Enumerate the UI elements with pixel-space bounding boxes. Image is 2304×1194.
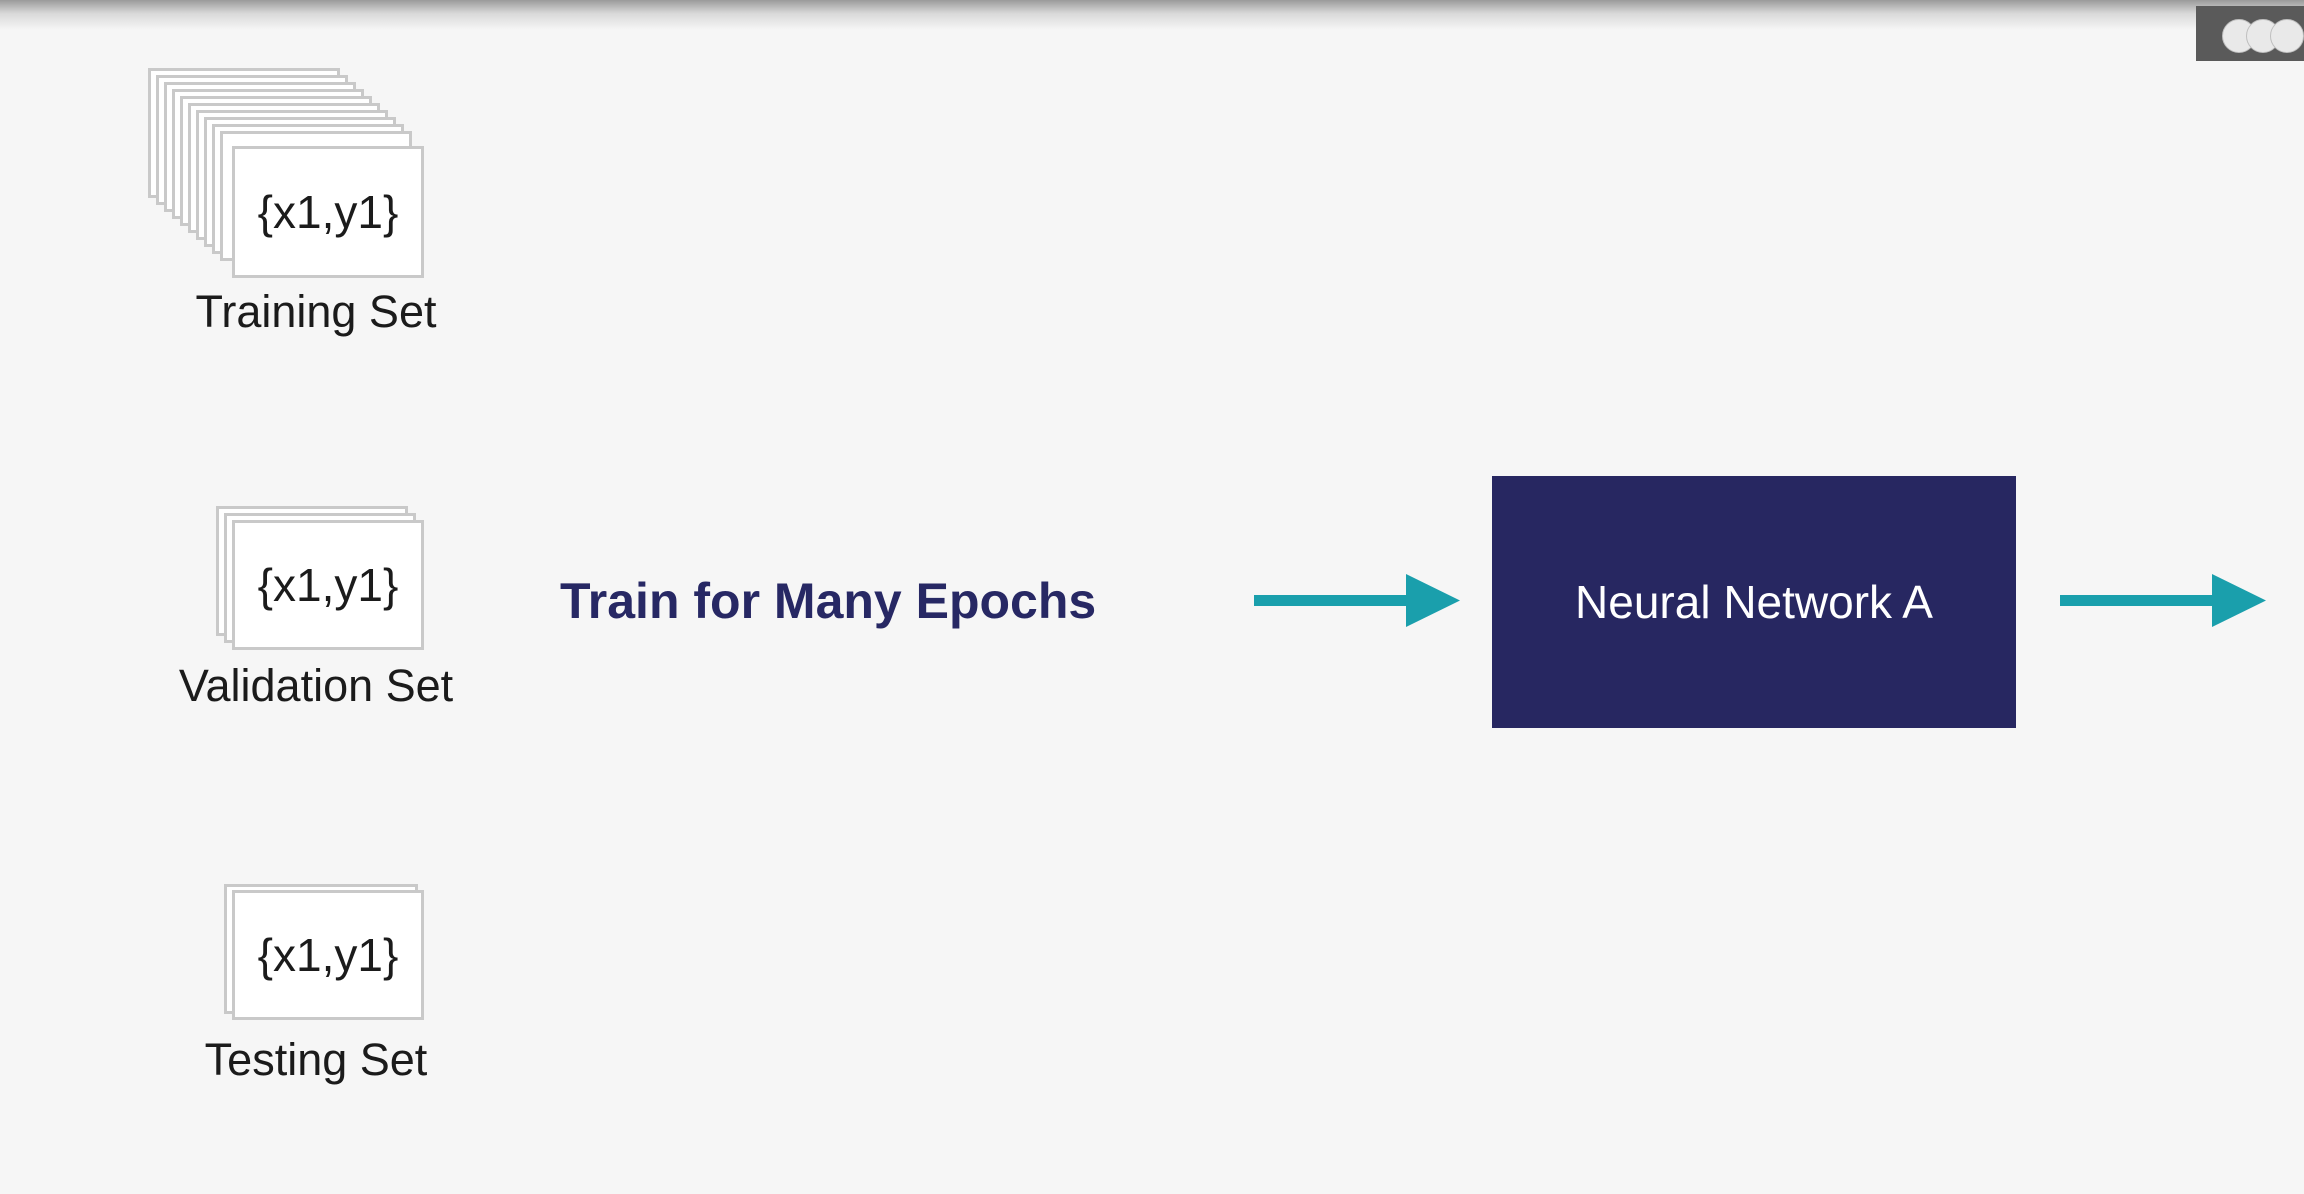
top-shadow (0, 0, 2304, 30)
participants-overlay (2196, 6, 2304, 61)
avatar-icon (2270, 19, 2304, 53)
validation-card-front: {x1,y1} (232, 520, 424, 650)
training-card-front: {x1,y1} (232, 146, 424, 278)
neural-network-label: Neural Network A (1575, 575, 1933, 629)
testing-set-label: Testing Set (136, 1034, 496, 1086)
validation-set-label: Validation Set (136, 660, 496, 712)
arrow-right-icon (1250, 570, 1464, 632)
validation-card-text: {x1,y1} (258, 558, 399, 612)
train-epochs-label: Train for Many Epochs (560, 572, 1096, 630)
neural-network-box: Neural Network A (1492, 476, 2016, 728)
training-card-text: {x1,y1} (258, 185, 399, 239)
testing-card-text: {x1,y1} (258, 928, 399, 982)
training-set-label: Training Set (136, 286, 496, 338)
arrow-right-icon (2058, 570, 2272, 632)
testing-card-front: {x1,y1} (232, 890, 424, 1020)
